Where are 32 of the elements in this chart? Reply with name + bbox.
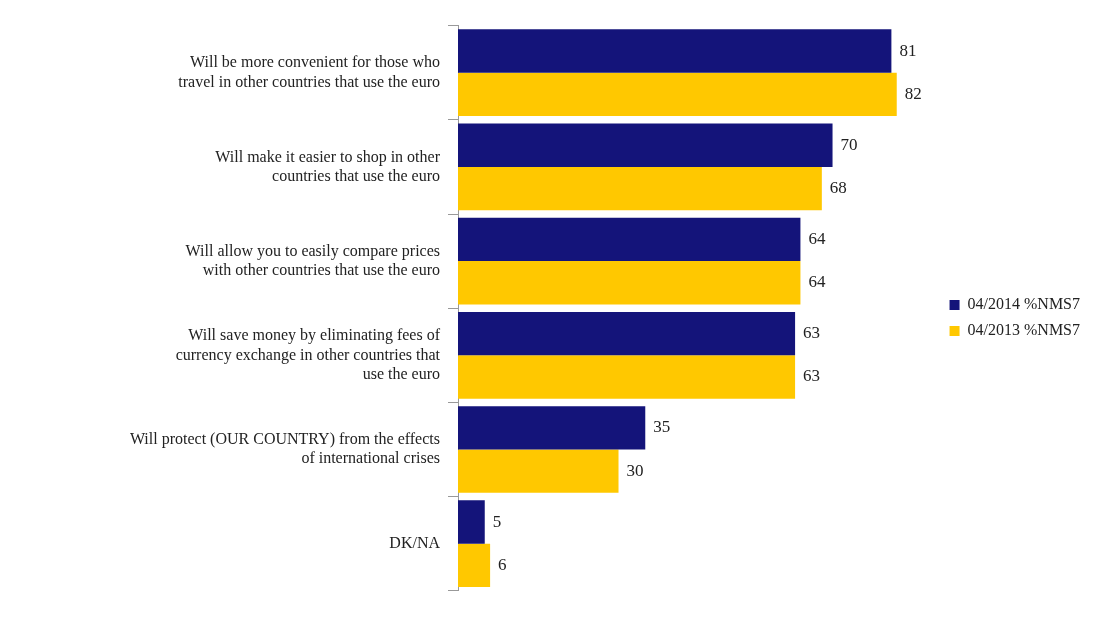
data-label: 35 xyxy=(653,417,671,437)
data-label: 82 xyxy=(904,83,922,103)
bar xyxy=(458,406,646,450)
bar xyxy=(458,123,833,167)
data-label: 64 xyxy=(808,228,826,248)
bar xyxy=(458,311,796,356)
data-label: 63 xyxy=(803,323,821,343)
data-label: 64 xyxy=(808,272,826,292)
data-label: 5 xyxy=(492,511,502,531)
y-tick-label: Will allow you to easily compare prices with other countries that use the euro xyxy=(185,241,440,278)
data-label: 70 xyxy=(840,134,858,154)
data-label: 68 xyxy=(829,178,847,198)
y-tick-label: Will make it easier to shop in other countries that use the euro xyxy=(215,147,441,184)
y-tick-label: DK/NA xyxy=(389,533,441,551)
y-tick-label: Will be more convenient for those who travel in other countries that use the euro xyxy=(178,53,440,90)
bar xyxy=(458,355,796,399)
legend-label: 04/2014 %NMS7 xyxy=(967,295,1080,313)
data-label: 63 xyxy=(803,366,821,386)
bar xyxy=(458,29,892,73)
data-label: 30 xyxy=(626,460,644,480)
bar xyxy=(458,449,619,493)
bar xyxy=(458,72,897,117)
y-tick-label: Will protect (OUR COUNTRY) from the effects of international crises xyxy=(129,430,440,467)
legend-label: 04/2013 %NMS7 xyxy=(967,321,1080,339)
bar xyxy=(458,166,822,211)
data-label: 81 xyxy=(899,40,917,60)
bar xyxy=(458,543,491,588)
bar xyxy=(458,261,801,305)
bar xyxy=(458,500,485,544)
bar xyxy=(458,217,801,262)
y-tick-label: Will save money by eliminating fees of currency exchange in other countries that use the euro xyxy=(175,326,441,382)
data-label: 6 xyxy=(498,554,507,574)
